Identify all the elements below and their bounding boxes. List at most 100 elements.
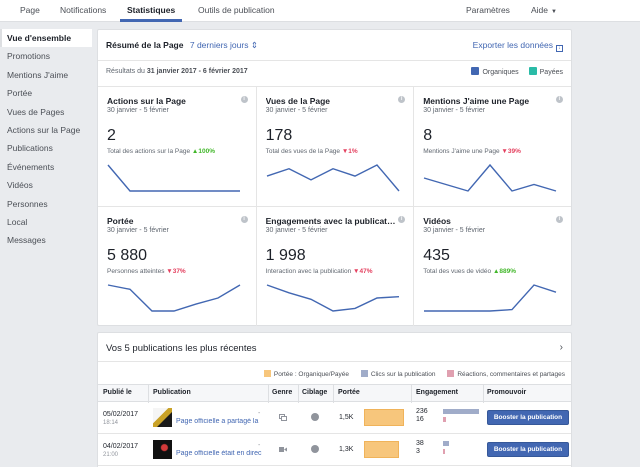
metric-title: Portée — [107, 216, 134, 226]
metric-change: 100% — [198, 148, 215, 155]
sidebar-item-vue-ensemble[interactable]: Vue d'ensemble — [0, 29, 92, 48]
video-icon — [279, 447, 287, 452]
date-range-dropdown[interactable]: 7 derniers jours ⇕ — [190, 40, 258, 50]
sidebar-item-actions-page[interactable]: Actions sur la Page — [7, 124, 81, 135]
results-range: 31 janvier 2017 - 6 février 2017 — [146, 68, 248, 75]
metric-panel[interactable]: Vues de la Page i 30 janvier - 5 février 17… — [255, 86, 414, 206]
table-row: 05/02/2017 18:14 - Page officielle a partag… — [98, 402, 571, 434]
post-time: 18:14 — [103, 420, 119, 426]
sidebar-item-publications[interactable]: Publications — [7, 143, 53, 154]
legend-clicks-label: Clics sur la publication — [370, 371, 436, 378]
metric-panel[interactable]: Vidéos i 30 janvier - 5 février 435 Total de… — [413, 206, 571, 326]
sidebar-item-messages[interactable]: Messages — [7, 235, 46, 246]
tab-statistiques[interactable]: Statistiques — [127, 5, 176, 15]
info-icon[interactable]: i — [240, 216, 248, 223]
chevron-right-icon[interactable]: › — [559, 342, 563, 353]
col-ciblage[interactable]: Ciblage — [302, 389, 328, 396]
post-link[interactable]: Page officielle était en direc — [176, 450, 262, 457]
metric-panel[interactable]: Engagements avec la publication i 30 janvi… — [255, 206, 414, 326]
metric-subtitle: Total des vues de la Page ▼1% — [266, 148, 358, 155]
info-icon[interactable]: i — [555, 216, 563, 223]
metric-value: 5 880 — [107, 247, 148, 264]
info-icon[interactable]: i — [555, 96, 563, 103]
engagement-reactions: 16 — [416, 416, 424, 423]
post-date: 05/02/2017 — [103, 411, 139, 418]
info-icon[interactable]: i — [398, 216, 406, 223]
col-publication[interactable]: Publication — [153, 389, 191, 396]
metric-subtitle: Mentions J'aime une Page ▼39% — [423, 148, 521, 155]
metric-sub-label: Total des actions sur la Page — [107, 148, 191, 155]
metric-date-range: 30 janvier - 5 février — [107, 227, 169, 234]
reactions-bar — [443, 417, 446, 422]
info-icon[interactable]: i — [398, 96, 406, 103]
post-time: 21:00 — [103, 452, 119, 458]
post-link[interactable]: Page officielle a partagé la — [176, 418, 259, 425]
trend-down-icon: ▼ — [341, 148, 349, 155]
metric-panel[interactable]: Portée i 30 janvier - 5 février 5 880 Person… — [98, 206, 256, 326]
boost-post-button[interactable]: Booster la publication — [487, 410, 569, 425]
metric-sub-label: Total des vues de vidéo — [423, 268, 492, 275]
col-separator — [483, 385, 484, 403]
col-separator — [268, 385, 269, 403]
post-dash: - — [258, 442, 261, 449]
col-engagement[interactable]: Engagement — [416, 389, 459, 396]
info-icon[interactable]: i — [240, 96, 248, 103]
sidebar-item-personnes[interactable]: Personnes — [7, 198, 48, 209]
summary-legend: Organiques Payées — [463, 67, 563, 76]
post-engagement: 38 3 — [416, 440, 424, 456]
metric-subtitle: Total des vues de vidéo ▲889% — [423, 268, 516, 275]
date-range-label: 7 derniers jours — [189, 40, 249, 50]
col-portee[interactable]: Portée — [338, 389, 360, 396]
reach-bar — [364, 409, 404, 426]
boost-post-button[interactable]: Booster la publication — [487, 442, 569, 457]
sidebar-item-promotions[interactable]: Promotions — [7, 51, 50, 62]
reactions-bar — [443, 449, 445, 454]
sidebar-item-mentions[interactable]: Mentions J'aime — [7, 69, 69, 80]
post-engagement: 236 16 — [416, 408, 428, 424]
sparkline-series-organic — [107, 284, 241, 312]
metric-title: Engagements avec la publication — [265, 216, 396, 226]
tab-outils-publication[interactable]: Outils de publication — [198, 5, 275, 15]
sidebar-item-local[interactable]: Local — [7, 216, 28, 227]
metric-sub-label: Interaction avec la publication — [265, 268, 352, 275]
metric-subtitle: Total des actions sur la Page ▲100% — [107, 148, 215, 155]
export-data-link[interactable]: Exporter les données ↓ — [473, 40, 563, 52]
sidebar-item-portee[interactable]: Portée — [7, 88, 33, 99]
help-menu[interactable]: Aide ▼ — [531, 5, 557, 15]
export-icon: ↓ — [556, 45, 563, 52]
sparkline-series-organic — [423, 163, 557, 192]
export-label: Exporter les données — [472, 40, 553, 50]
tab-notifications[interactable]: Notifications — [60, 5, 107, 15]
tab-page[interactable]: Page — [20, 5, 40, 15]
col-published[interactable]: Publié le — [103, 389, 132, 396]
metric-value: 1 998 — [265, 247, 306, 264]
recent-posts-title: Vos 5 publications les plus récentes — [106, 343, 257, 354]
page-summary-card: Résumé de la Page 7 derniers jours ⇕ Exp… — [97, 29, 572, 326]
sort-caret-icon: ⇕ — [250, 40, 258, 50]
divider — [98, 60, 571, 61]
metric-panel[interactable]: Actions sur la Page i 30 janvier - 5 févri… — [98, 86, 256, 206]
engagement-clicks: 236 — [416, 408, 428, 415]
results-prefix: Résultats du — [106, 68, 145, 75]
metric-change: 1% — [348, 148, 358, 155]
legend-reach-label: Portée : Organique/Payée — [273, 371, 350, 378]
legend-swatch-reach — [263, 370, 271, 377]
summary-header: Résumé de la Page 7 derniers jours ⇕ — [106, 40, 258, 51]
post-thumbnail[interactable] — [153, 440, 172, 459]
metric-panel[interactable]: Mentions J'aime une Page i 30 janvier - 5 … — [413, 86, 571, 206]
col-separator — [333, 385, 334, 403]
col-genre[interactable]: Genre — [272, 389, 293, 396]
trend-down-icon: ▼ — [353, 268, 360, 275]
settings-link[interactable]: Paramètres — [466, 5, 510, 15]
clicks-bar — [443, 441, 449, 446]
engagement-reactions: 3 — [416, 448, 420, 455]
col-separator — [148, 385, 149, 403]
metric-date-range: 30 janvier - 5 février — [265, 227, 328, 234]
post-thumbnail[interactable] — [153, 408, 172, 427]
sidebar-item-vues-pages[interactable]: Vues de Pages — [7, 106, 65, 117]
summary-title: Résumé de la Page — [106, 40, 184, 50]
sidebar-item-evenements[interactable]: Événements — [7, 161, 55, 172]
post-date: 04/02/2017 — [103, 443, 139, 450]
col-promouvoir[interactable]: Promouvoir — [487, 389, 527, 396]
sidebar-item-videos[interactable]: Vidéos — [7, 180, 33, 191]
